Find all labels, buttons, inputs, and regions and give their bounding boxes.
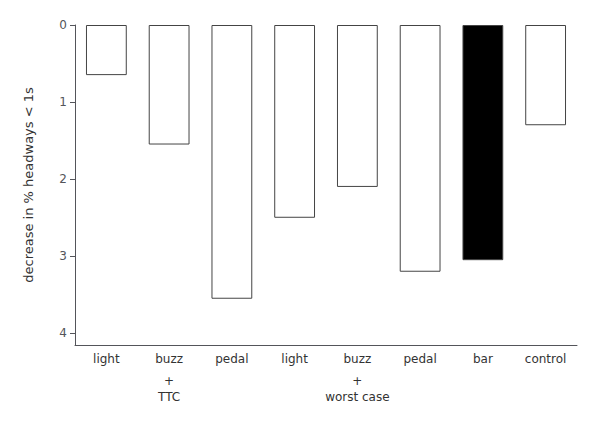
svg-text:buzz: buzz	[155, 352, 183, 366]
svg-text:decrease in % headways < 1s: decrease in % headways < 1s	[21, 87, 36, 283]
svg-text:control: control	[525, 352, 567, 366]
svg-text:+: +	[164, 374, 174, 388]
svg-text:3: 3	[59, 249, 67, 263]
svg-text:0: 0	[59, 18, 67, 32]
svg-text:pedal: pedal	[215, 352, 248, 366]
svg-text:1: 1	[59, 95, 67, 109]
svg-text:buzz: buzz	[343, 352, 371, 366]
svg-text:bar: bar	[473, 352, 493, 366]
svg-text:4: 4	[59, 326, 67, 340]
svg-text:light: light	[93, 352, 120, 366]
svg-text:light: light	[281, 352, 308, 366]
svg-text:2: 2	[59, 172, 67, 186]
svg-text:+: +	[352, 374, 362, 388]
svg-text:worst case: worst case	[325, 390, 389, 404]
svg-text:pedal: pedal	[403, 352, 436, 366]
svg-text:TTC: TTC	[157, 390, 180, 404]
